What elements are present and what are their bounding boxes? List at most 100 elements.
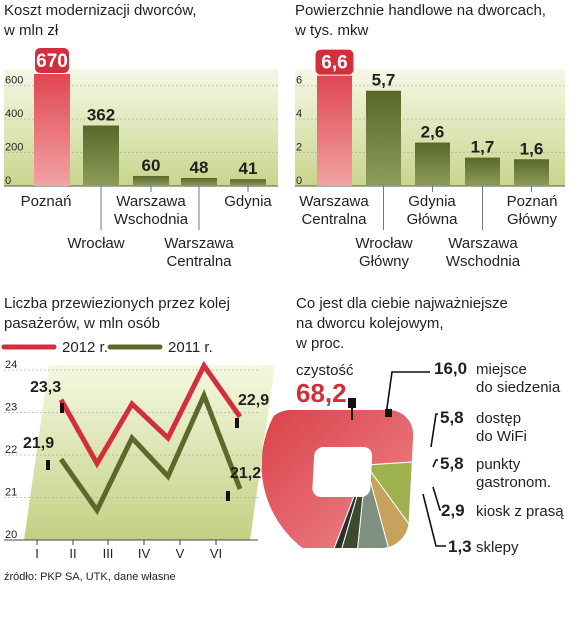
slice-label: sklepy [476,539,519,556]
y-tick-label: 0 [296,175,302,187]
category-label: Główna [407,211,459,228]
label-leader-mark [226,491,230,501]
y-tick-label: 4 [296,108,302,120]
value-label-badge [35,48,69,74]
value-label-badge [315,49,354,75]
value-label: 60 [142,156,161,175]
chart-title-line: Koszt modernizacji dworców, [4,2,197,19]
end-value-label: 22,9 [238,392,269,409]
chart-title-line: Powierzchnie handlowe na dworcach, [295,2,546,19]
bar [181,177,217,186]
bar [230,179,266,186]
y-tick-label: 400 [5,108,23,120]
value-label: 5,7 [372,71,396,90]
x-tick-label: II [69,546,76,561]
chart-passengers: Liczba przewiezionych przez kolej pasażer… [1,295,275,561]
value-label: 41 [239,159,258,178]
category-label: Warszawa [299,193,369,210]
source-note: źródło: PKP SA, UTK, dane własne [4,571,176,583]
category-label: Główny [507,211,558,228]
y-tick-label: 20 [5,529,17,541]
label-leader-mark [385,409,392,417]
chart-station-modernization-cost: Koszt modernizacji dworców, w mln zł 0 200 4… [3,2,278,270]
value-label: 6,6 [321,53,347,74]
bar [34,74,70,186]
label-leader-mark [46,460,50,470]
y-tick-label: 23 [5,402,17,414]
label-leader-mark [348,398,356,408]
y-tick-label: 21 [5,487,17,499]
y-tick-label: 2 [296,142,302,154]
y-tick-label: 6 [296,75,302,87]
x-tick-label: I [35,546,39,561]
slice-label: do WiFi [476,428,527,445]
value-label: 1,6 [520,139,544,158]
pie-center-hole [312,447,373,497]
category-label: Warszawa [448,235,518,252]
label-leader-line [422,493,446,547]
bar [366,90,401,186]
category-label: Wrocław [67,235,124,252]
bar [415,142,450,186]
category-label: Warszawa [116,193,186,210]
x-tick-label: IV [138,546,151,561]
value-label: 48 [190,158,209,177]
label-leader-line [432,459,438,468]
value-label: 362 [87,105,115,124]
series-line [58,388,243,516]
y-tick-label: 200 [5,142,23,154]
chart-retail-space: Powierzchnie handlowe na dworcach, w tys.… [294,2,565,270]
slice-label: dostęp [476,410,521,427]
label-leader-line [385,371,430,416]
bar [514,159,549,186]
chart-title-line: Liczba przewiezionych przez kolej [4,295,230,312]
start-value-label: 21,9 [23,435,54,452]
chart-title-line: w mln zł [3,22,59,39]
label-leader-line [430,413,438,448]
value-label: 2,6 [421,123,445,142]
bar [465,157,500,186]
category-label: Gdynia [224,193,272,210]
value-label: 1,7 [471,138,495,157]
x-tick-label: V [176,546,185,561]
chart-title-line: w tys. mkw [294,22,368,39]
bar [83,125,119,186]
category-label: Gdynia [408,193,456,210]
y-tick-label: 22 [5,444,17,456]
value-label: 670 [36,51,68,72]
x-tick-label: VI [210,546,222,561]
chart-most-important: Co jest dla ciebie najważniejsze na dworc… [260,295,564,556]
start-value-label: 23,3 [30,379,61,396]
y-tick-label: 600 [5,75,23,87]
slice-label: miejsce [476,361,527,378]
category-label: Warszawa [164,235,234,252]
slice-value-label: 2,9 [441,501,465,520]
category-label: Poznań [21,193,72,210]
slice-label: punkty [476,456,521,473]
chart-title-line: w proc. [295,335,344,352]
pie-slice [365,457,415,548]
label-leader-mark [60,403,64,413]
slice-label: kiosk z prasą [476,503,564,520]
category-label: Wschodnia [114,211,189,228]
category-label: Główny [359,253,410,270]
y-tick-label: 24 [5,359,17,371]
slice-value-label: 5,8 [440,454,464,473]
label-leader-line [432,486,441,511]
y-tick-label: 0 [5,175,11,187]
category-label: Wschodnia [446,253,521,270]
category-label: Centralna [166,253,232,270]
category-label: Poznań [507,193,558,210]
bar [133,175,169,186]
bar [317,75,352,186]
series-line [58,360,243,469]
legend-label: 2012 r. [62,339,108,356]
end-value-label: 21,2 [230,465,261,482]
category-label: Wrocław [355,235,412,252]
chart-title-line: pasażerów, w mln osób [4,315,160,332]
chart-title-line: Co jest dla ciebie najważniejsze [296,295,508,312]
slice-value-label: 1,3 [448,537,472,556]
label-leader-mark [235,418,239,428]
slice-label: czystość [296,362,354,379]
